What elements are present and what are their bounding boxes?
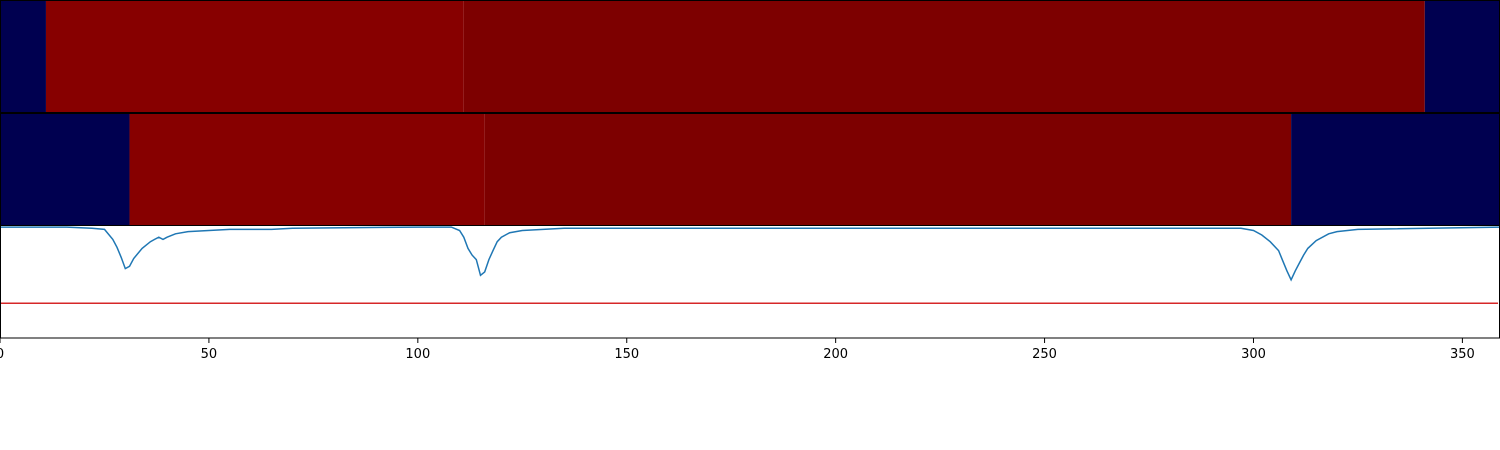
- x-tick-label-50: 50: [201, 347, 218, 362]
- x-axis: 0 50 100 150 200 250 300 350: [0, 338, 1475, 362]
- bottom-panel-frame: [0, 225, 1500, 339]
- middle-heatmap-segment-3: [1291, 113, 1500, 225]
- x-tick-label-0: 0: [0, 347, 4, 362]
- x-tick-label-300: 300: [1241, 347, 1266, 362]
- middle-heatmap-segment-1: [129, 113, 485, 225]
- line-plot-panel: [0, 226, 1500, 305]
- top-heatmap-segment-2: [463, 0, 1425, 112]
- series-line: [0, 226, 1500, 282]
- x-tick-label-100: 100: [405, 347, 430, 362]
- top-heatmap-segment-3: [1424, 0, 1500, 112]
- middle-heatmap-segment-2: [484, 113, 1292, 225]
- middle-heatmap-segment-0: [0, 113, 130, 225]
- x-tick-label-150: 150: [614, 347, 639, 362]
- x-tick-label-200: 200: [823, 347, 848, 362]
- x-tick-label-250: 250: [1032, 347, 1057, 362]
- top-heatmap-panel: [0, 0, 1500, 112]
- top-heatmap-segment-0: [0, 0, 46, 112]
- middle-heatmap-panel: [0, 113, 1500, 225]
- top-heatmap-segment-1: [45, 0, 464, 112]
- x-tick-label-350: 350: [1450, 347, 1475, 362]
